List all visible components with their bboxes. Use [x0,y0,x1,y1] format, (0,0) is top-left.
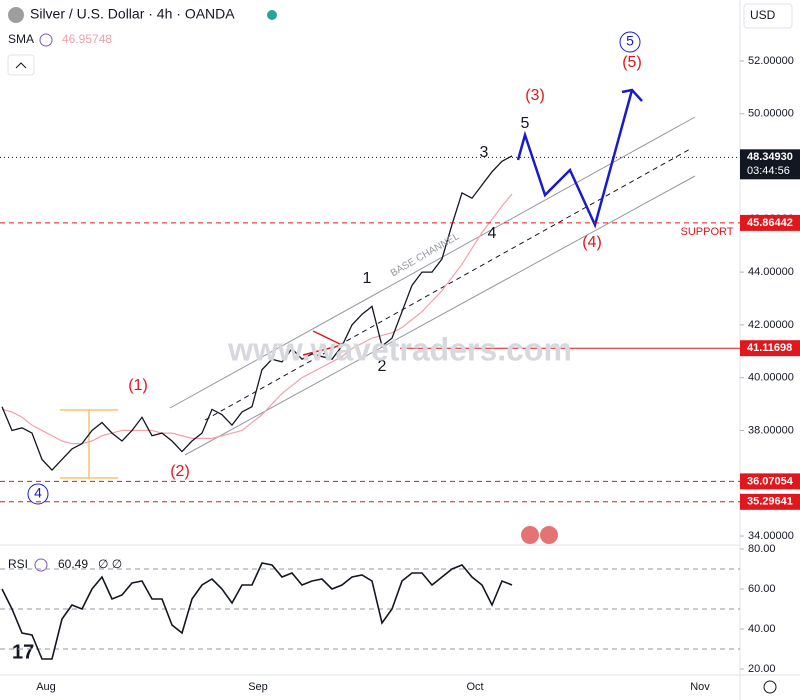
price-line [1,155,513,471]
rsi-name: RSI [8,557,28,571]
rsi-flags: ∅ ∅ [98,557,122,571]
y-tick-label: 40.00000 [748,372,794,384]
measure-tool [60,409,118,479]
x-tick-label: Nov [690,681,710,693]
x-tick-label: Sep [248,681,268,693]
price-label: 41.11698 [747,342,792,354]
y-tick-label: 40.00 [748,623,776,635]
indicator-value: 46.95748 [62,32,112,46]
collapse-icon [15,62,27,69]
countdown: 03:44:56 [747,165,790,177]
currency: USD [750,8,776,22]
wave-label: 5 [626,33,634,49]
indicator-icon [39,33,53,47]
sma-line [1,193,513,445]
wave-circle [27,483,49,505]
wave-label: (4) [582,234,602,251]
logo: 17 [12,641,34,663]
indicator-icon [34,558,48,572]
wave-label: (5) [622,54,642,71]
wave-label: (1) [128,377,148,394]
price-label: 36.07054 [747,475,794,487]
price-label: 48.34930 [747,151,793,163]
y-tick-label: 34.00000 [748,530,794,542]
collapse-button[interactable] [7,54,35,76]
projection-path [516,89,634,229]
price-label-box [740,340,800,357]
wave-label: (2) [170,463,190,480]
triangle-marker [302,330,343,356]
wave-label: SUPPORT [681,226,734,238]
watermark: www.wavetraders.com [227,331,572,367]
channel-lower [184,175,696,456]
projection-arrow [621,88,643,102]
symbol-icon [8,7,24,23]
y-tick-label: 42.00000 [748,319,794,331]
wave-label: 5 [521,115,530,132]
event-flag [540,526,558,544]
y-tick-label: 50.00000 [748,108,794,120]
currency-button[interactable] [743,3,793,29]
price-label: 45.86442 [747,217,793,229]
y-tick-label: 44.00000 [748,266,794,278]
y-tick-label: 52.00000 [748,55,794,67]
wave-circle [619,31,641,53]
price-label-box [740,493,800,510]
y-tick-label: 38.00000 [748,424,794,436]
indicator-name: SMA [8,32,34,46]
chart-title: Silver / U.S. Dollar · 4h · OANDA [30,6,235,22]
price-label-box [740,473,800,490]
rsi-line [1,562,513,660]
x-tick-label: Oct [466,681,483,693]
wave-label: 3 [480,144,489,161]
settings-button[interactable] [763,680,777,694]
y-tick-label: 60.00 [748,583,776,595]
channel-upper [169,116,696,409]
price-label: 35.29641 [747,496,793,508]
x-tick-label: Aug [36,681,56,693]
wave-label: 1 [363,270,372,287]
channel-mid [204,147,693,421]
wave-label: (3) [525,87,545,104]
y-tick-label: 80.00 [748,543,776,555]
wave-label: 4 [34,485,42,501]
status-dot [267,10,277,20]
wave-label: 2 [378,358,387,375]
rsi-value: 60.49 [58,557,88,571]
event-flag [521,526,539,544]
price-label-box [740,149,800,180]
wave-label: 4 [488,225,497,242]
y-tick-label: 20.00 [748,663,776,675]
price-label-box [740,214,800,231]
